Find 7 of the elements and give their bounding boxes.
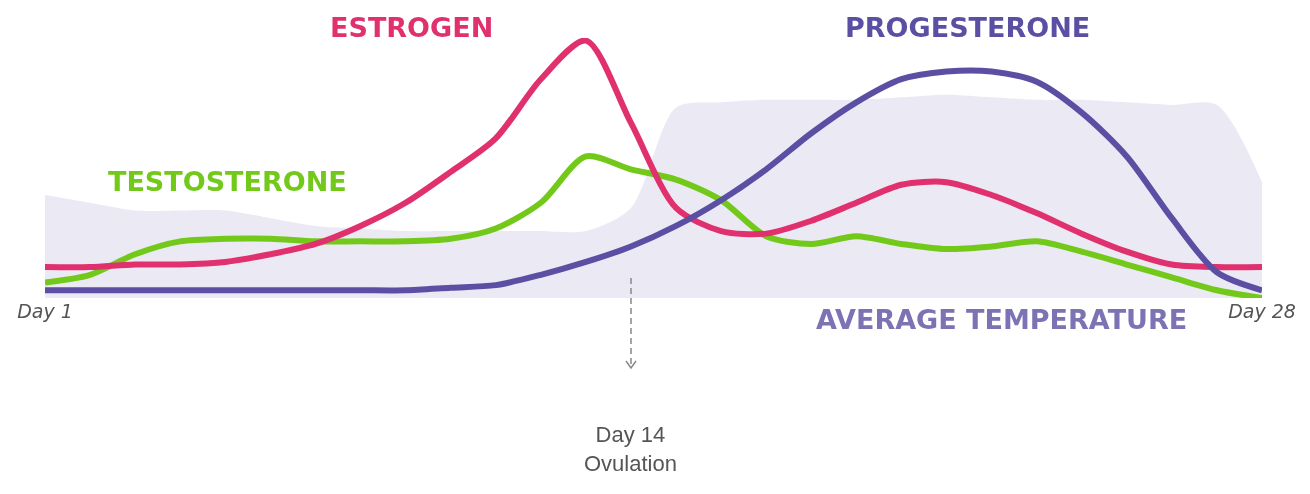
series-label: TESTOSTERONE — [108, 166, 347, 197]
text: Day 14 Ovulation — [584, 422, 677, 476]
x-tick-label: Day 1 — [17, 300, 73, 322]
series-label: PROGESTERONE — [845, 12, 1091, 43]
series-label: AVERAGE TEMPERATURE — [816, 304, 1188, 335]
x-tick-label: Day 28 — [1228, 300, 1296, 322]
text: ESTROGEN — [330, 12, 494, 43]
